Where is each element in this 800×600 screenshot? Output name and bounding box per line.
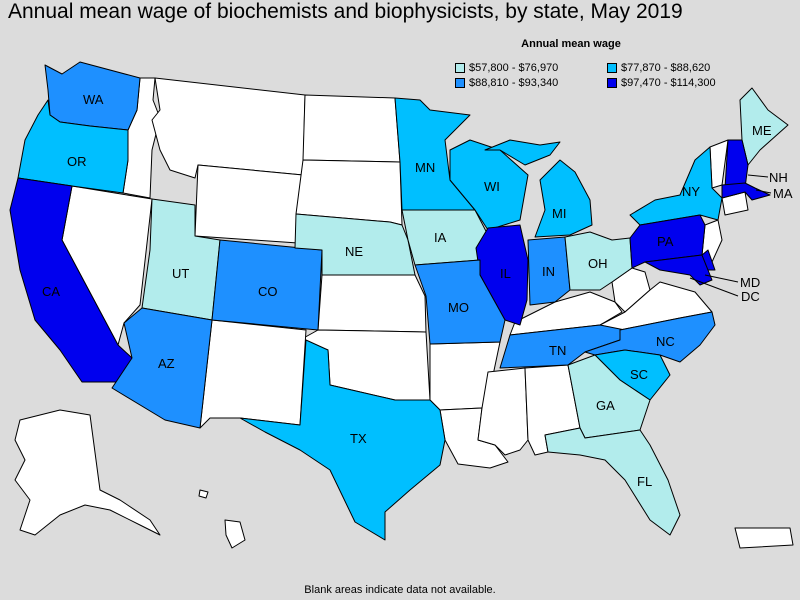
state-il[interactable] [475, 224, 529, 326]
leader-md [704, 274, 739, 283]
state-pa[interactable] [629, 214, 706, 269]
state-nm[interactable] [199, 319, 307, 429]
label-mo: MO [448, 300, 469, 315]
label-ne: NE [345, 244, 363, 259]
state-wy[interactable] [194, 164, 304, 244]
state-hi[interactable] [198, 489, 209, 499]
state-ny[interactable] [629, 146, 723, 226]
legend-swatch-3 [455, 78, 465, 88]
label-ia: IA [434, 230, 447, 245]
state-nh[interactable] [724, 139, 749, 189]
no-data-states [14, 77, 794, 549]
state-co[interactable] [211, 239, 323, 331]
state-nc[interactable] [584, 311, 716, 363]
label-wa: WA [83, 92, 104, 107]
label-ca: CA [42, 284, 60, 299]
state-mi-upper[interactable] [484, 139, 561, 166]
legend-item-4: $97,470 - $114,300 [607, 77, 755, 89]
label-co: CO [258, 284, 278, 299]
state-or[interactable] [17, 99, 129, 194]
map-title: Annual mean wage of biochemists and biop… [8, 0, 683, 23]
label-nh: NH [769, 170, 788, 185]
state-mt[interactable] [151, 77, 306, 179]
label-in: IN [542, 264, 555, 279]
label-oh: OH [588, 256, 608, 271]
legend-label-1: $57,800 - $76,970 [469, 62, 559, 74]
label-tn: TN [549, 343, 566, 358]
label-ut: UT [172, 266, 189, 281]
leader-lines [689, 174, 772, 297]
state-mi[interactable] [534, 159, 593, 238]
state-hi-2[interactable] [224, 519, 246, 549]
state-de[interactable] [701, 249, 716, 271]
state-wi[interactable] [449, 139, 529, 231]
label-or: OR [67, 154, 87, 169]
state-ak[interactable] [14, 409, 161, 536]
state-pr[interactable] [734, 527, 794, 549]
legend-label-2: $77,870 - $88,620 [621, 62, 711, 74]
leader-nh [747, 174, 769, 178]
leader-ma [755, 189, 772, 194]
label-sc: SC [630, 367, 648, 382]
legend-label-4: $97,470 - $114,300 [621, 77, 716, 89]
data-states [9, 61, 789, 541]
label-mi: MI [552, 206, 566, 221]
state-mo[interactable] [414, 259, 506, 345]
legend-swatch-1 [455, 63, 465, 73]
state-ma[interactable] [721, 182, 771, 201]
label-ma: MA [773, 186, 793, 201]
state-tx[interactable] [239, 339, 446, 541]
label-nc: NC [656, 334, 675, 349]
label-fl: FL [637, 474, 652, 489]
label-il: IL [500, 266, 511, 281]
leader-dc [689, 277, 739, 297]
label-az: AZ [158, 356, 175, 371]
legend-grid: $57,800 - $76,970 $77,870 - $88,620 $88,… [455, 62, 755, 89]
state-in[interactable] [527, 236, 571, 306]
state-labels: WA OR CA UT CO AZ NE IA MN WI MI IL IN O… [42, 92, 793, 489]
label-tx: TX [350, 431, 367, 446]
legend: Annual mean wage $57,800 - $76,970 $77,8… [455, 38, 755, 89]
state-mn[interactable] [394, 97, 476, 211]
label-dc: DC [741, 289, 760, 304]
state-fl[interactable] [544, 427, 681, 536]
label-ga: GA [596, 398, 615, 413]
legend-title: Annual mean wage [521, 38, 621, 50]
label-me: ME [752, 123, 772, 138]
legend-item-1: $57,800 - $76,970 [455, 62, 607, 74]
legend-item-3: $88,810 - $93,340 [455, 77, 607, 89]
state-nd[interactable] [302, 94, 401, 163]
label-mn: MN [415, 160, 435, 175]
legend-swatch-2 [607, 63, 617, 73]
label-wi: WI [484, 179, 500, 194]
legend-item-2: $77,870 - $88,620 [607, 62, 755, 74]
label-ny: NY [682, 184, 700, 199]
label-md: MD [740, 275, 760, 290]
state-az[interactable] [111, 307, 213, 429]
footnote: Blank areas indicate data not available. [304, 584, 496, 596]
state-ca[interactable] [9, 177, 133, 383]
legend-swatch-4 [607, 78, 617, 88]
state-ks[interactable] [317, 274, 427, 333]
state-ne[interactable] [294, 213, 416, 276]
legend-label-3: $88,810 - $93,340 [469, 77, 559, 89]
label-pa: PA [657, 234, 674, 249]
